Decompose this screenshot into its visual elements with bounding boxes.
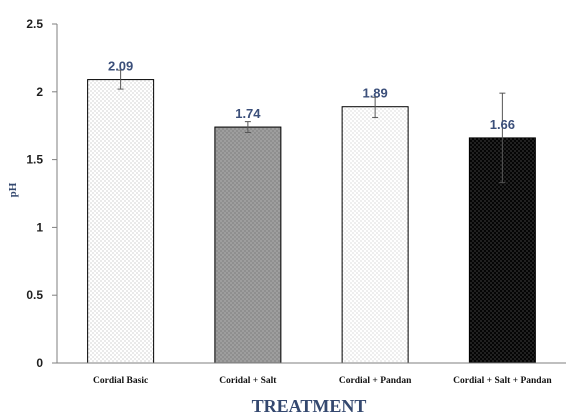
bar-value-label: 1.89 (362, 86, 387, 101)
x-axis-title: TREATMENT (252, 396, 367, 416)
data-labels: 2.09 1.74 1.89 1.66 (108, 59, 515, 132)
y-tick-label: 2 (36, 85, 43, 99)
error-bars (117, 69, 506, 184)
bars (87, 79, 536, 364)
y-tick-label: 1 (36, 220, 43, 234)
x-axis: Cordial Basic Coridal + Salt Cordial + Pan… (57, 362, 566, 386)
y-axis: 0 0.5 1 1.5 2 2.5 (26, 17, 58, 370)
x-tick-label: Coridal + Salt (219, 376, 277, 386)
bar (214, 126, 282, 364)
bar-value-label: 1.66 (490, 117, 515, 132)
x-tick-label: Cordial + Salt + Pandan (453, 376, 552, 386)
bar (87, 79, 155, 364)
y-tick-label: 1.5 (26, 153, 43, 167)
bar-value-label: 1.74 (235, 106, 261, 121)
y-tick-label: 2.5 (26, 17, 43, 31)
bar (341, 106, 409, 364)
x-tick-label: Cordial + Pandan (339, 376, 412, 386)
bar-value-label: 2.09 (108, 59, 133, 74)
x-tick-label: Cordial Basic (93, 376, 148, 386)
y-tick-label: 0 (36, 356, 43, 370)
y-axis-title: pH (7, 182, 19, 197)
y-tick-label: 0.5 (26, 288, 43, 302)
